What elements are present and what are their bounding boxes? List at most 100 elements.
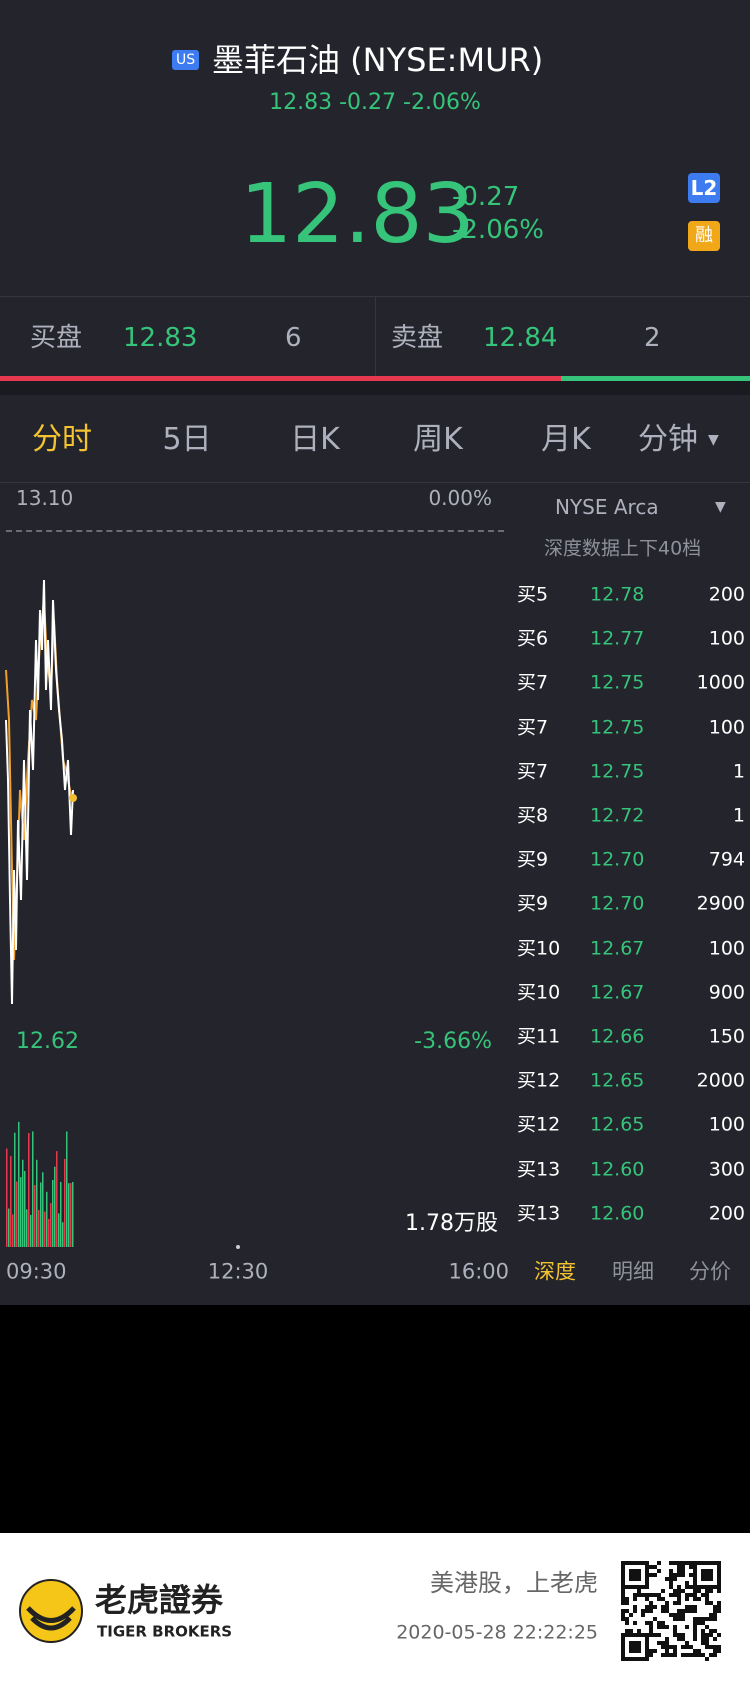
qr-module	[701, 1561, 705, 1565]
qr-module	[677, 1597, 681, 1601]
qr-module	[641, 1585, 645, 1589]
volume-bar	[32, 1131, 34, 1247]
qr-module	[673, 1593, 677, 1597]
qr-module	[693, 1637, 697, 1641]
qr-module	[693, 1629, 697, 1633]
qr-module	[665, 1577, 669, 1581]
qr-module	[717, 1649, 721, 1653]
app-bg	[0, 0, 750, 1305]
ask-bar	[561, 376, 750, 381]
depth-price: 12.77	[590, 627, 645, 650]
qr-module	[645, 1645, 649, 1649]
qr-module	[709, 1633, 713, 1637]
l2-badge[interactable]: L2	[688, 173, 720, 203]
qr-module	[717, 1645, 721, 1649]
qr-module	[637, 1589, 641, 1593]
volume-bar	[20, 1177, 22, 1247]
volume-bar	[24, 1170, 26, 1247]
qr-module	[673, 1645, 677, 1649]
qr-module	[705, 1657, 709, 1661]
depth-level: 买9	[517, 848, 549, 871]
qr-module	[717, 1561, 721, 1565]
qr-module	[693, 1621, 697, 1625]
volume-bar	[28, 1133, 30, 1247]
qr-module	[633, 1649, 637, 1653]
chart-tab[interactable]: 周K	[413, 422, 463, 457]
chart-tab[interactable]: 分时	[32, 422, 92, 457]
qr-module	[717, 1633, 721, 1637]
chart-tab[interactable]: 分钟	[638, 422, 698, 457]
qr-module	[633, 1585, 637, 1589]
depth-level: 买11	[517, 1025, 561, 1048]
qr-module	[673, 1617, 677, 1621]
qr-module	[621, 1617, 625, 1621]
qr-module	[653, 1649, 657, 1653]
chart-tab[interactable]: 月K	[541, 422, 591, 457]
qr-module	[653, 1593, 657, 1597]
volume-bar	[48, 1219, 50, 1247]
chart-tab[interactable]: 日K	[290, 422, 340, 457]
qr-module	[645, 1585, 649, 1589]
qr-module	[685, 1597, 689, 1601]
qr-module	[637, 1641, 641, 1645]
depth-size: 1	[732, 804, 745, 827]
chart-tab[interactable]: 5日	[162, 422, 212, 457]
qr-module	[705, 1577, 709, 1581]
depth-tab[interactable]: 明细	[612, 1259, 654, 1284]
qr-module	[645, 1649, 649, 1653]
qr-module	[633, 1605, 637, 1609]
depth-tab[interactable]: 深度	[534, 1259, 576, 1284]
depth-price: 12.65	[590, 1069, 645, 1092]
qr-module	[665, 1605, 669, 1609]
high-price: 13.10	[16, 486, 74, 510]
qr-module	[693, 1609, 697, 1613]
qr-module	[621, 1585, 625, 1589]
qr-module	[697, 1653, 701, 1657]
qr-module	[685, 1593, 689, 1597]
qr-module	[689, 1573, 693, 1577]
volume-bar	[10, 1156, 12, 1247]
qr-module	[689, 1609, 693, 1613]
qr-module	[629, 1569, 633, 1573]
qr-module	[621, 1597, 625, 1601]
qr-module	[649, 1649, 653, 1653]
depth-level: 买7	[517, 716, 549, 739]
qr-module	[685, 1609, 689, 1613]
qr-module	[709, 1573, 713, 1577]
margin-badge[interactable]: 融	[688, 221, 720, 251]
qr-module	[625, 1633, 629, 1637]
qr-module	[653, 1617, 657, 1621]
volume-bar	[66, 1131, 68, 1247]
qr-module	[693, 1581, 697, 1585]
exchange[interactable]: NYSE Arca	[555, 495, 659, 519]
market-badge: US	[172, 50, 200, 70]
qr-module	[717, 1577, 721, 1581]
qr-module	[657, 1625, 661, 1629]
volume-bar	[70, 1183, 72, 1247]
qr-module	[629, 1573, 633, 1577]
depth-level: 买9	[517, 892, 549, 915]
depth-size: 200	[708, 1202, 745, 1225]
qr-module	[641, 1657, 645, 1661]
qr-module	[717, 1585, 721, 1589]
qr-module	[705, 1573, 709, 1577]
tab-arrow[interactable]: ▼	[708, 432, 719, 448]
qr-module	[709, 1617, 713, 1621]
qr-module	[709, 1569, 713, 1573]
qr-module	[701, 1633, 705, 1637]
qr-module	[677, 1617, 681, 1621]
qr-module	[665, 1609, 669, 1613]
qr-module	[657, 1561, 661, 1565]
qr-module	[677, 1569, 681, 1573]
dropdown-arrow[interactable]: ▼	[715, 499, 726, 515]
qr-module	[653, 1633, 657, 1637]
qr-module	[685, 1605, 689, 1609]
depth-tab[interactable]: 分价	[689, 1259, 731, 1284]
qr-module	[645, 1593, 649, 1597]
qr-module	[625, 1629, 629, 1633]
qr-module	[625, 1609, 629, 1613]
qr-module	[685, 1645, 689, 1649]
qr-module	[713, 1613, 717, 1617]
qr-module	[685, 1585, 689, 1589]
depth-size: 100	[708, 716, 745, 739]
